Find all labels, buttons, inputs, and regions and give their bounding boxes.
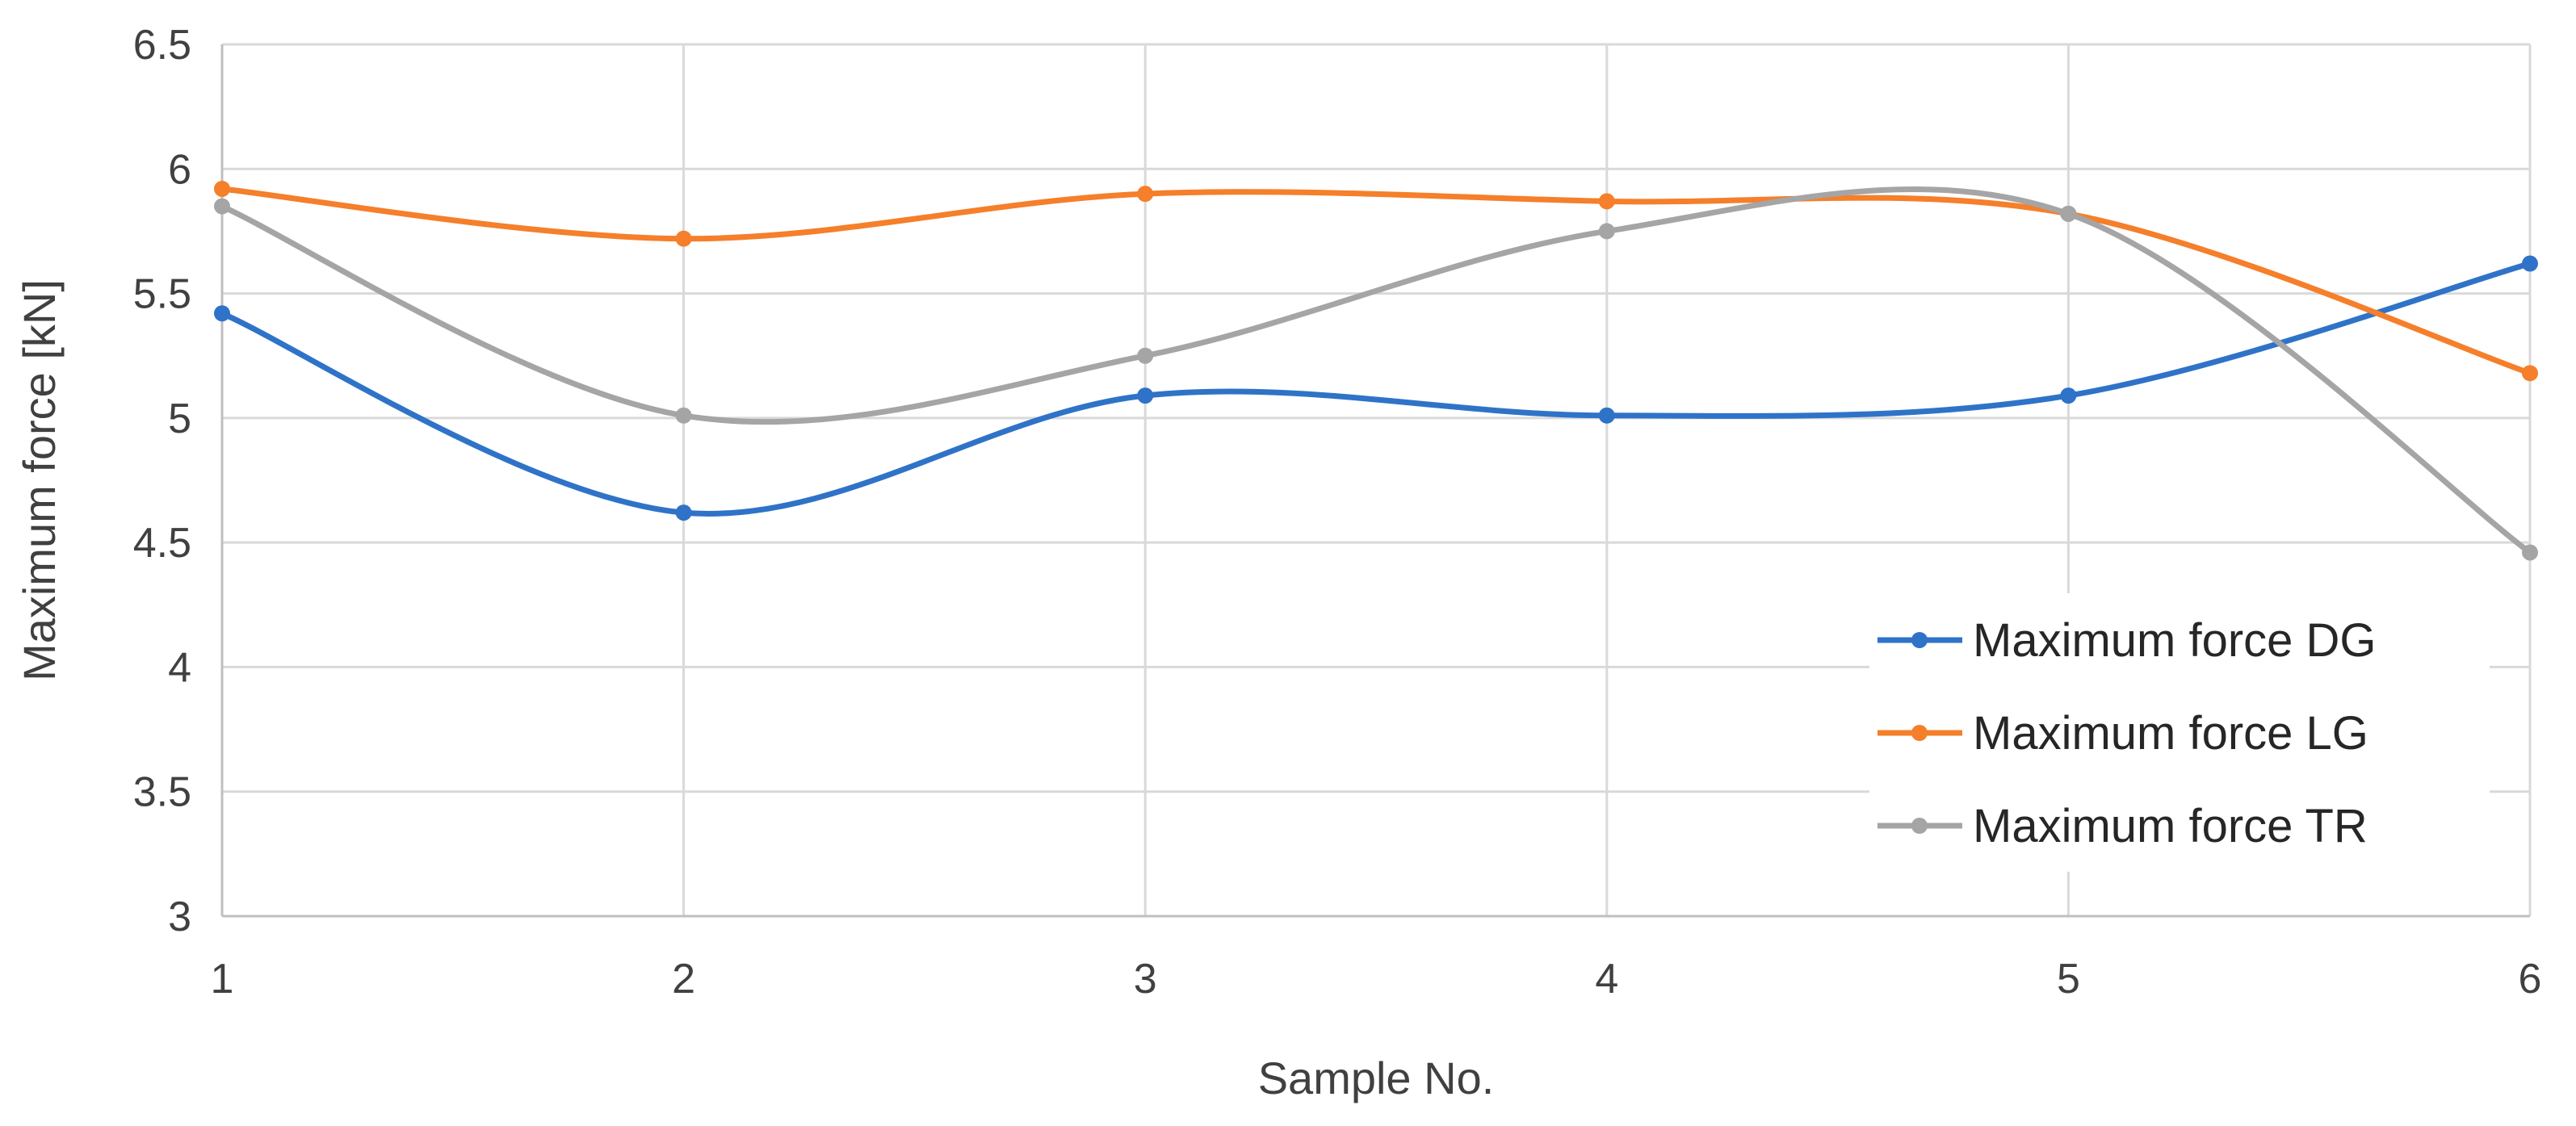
- x-tick-label: 6: [2519, 956, 2542, 1003]
- x-tick-label: 5: [2057, 956, 2080, 1003]
- data-point: [2522, 544, 2538, 561]
- y-tick-label: 4.5: [133, 520, 191, 567]
- y-tick-label: 3: [168, 894, 191, 940]
- series-line: [219, 186, 2533, 555]
- data-point: [214, 198, 230, 215]
- series-1: [214, 255, 2538, 521]
- data-point: [675, 407, 692, 424]
- legend-label: Maximum force LG: [1973, 707, 2368, 760]
- y-tick-label: 6: [168, 146, 191, 193]
- y-tick-label: 6.5: [133, 22, 191, 69]
- data-point: [1598, 407, 1615, 424]
- data-point: [1137, 186, 1154, 203]
- x-tick-label: 4: [1595, 956, 1618, 1003]
- data-point: [2060, 387, 2077, 404]
- legend-label: Maximum force TR: [1973, 800, 2368, 852]
- y-tick-label: 5: [168, 396, 191, 442]
- legend: Maximum force DG Maximum force LG Maximum …: [1869, 593, 2490, 872]
- legend-item: Maximum force LG: [1877, 707, 2368, 760]
- legend-swatch-marker: [1911, 725, 1928, 741]
- x-tick-label: 2: [672, 956, 695, 1003]
- data-point: [2522, 365, 2538, 382]
- series-line: [219, 186, 2533, 376]
- data-point: [675, 230, 692, 247]
- data-point: [1598, 223, 1615, 240]
- data-point: [2522, 255, 2538, 272]
- legend-box: [1869, 593, 2490, 872]
- legend-swatch-marker: [1911, 632, 1928, 648]
- axes: 3 3.5 4 4.5 5 5.5 6 6.5 1 2 3 4 5 6: [133, 22, 2542, 1003]
- y-tick-label: 4: [168, 644, 191, 691]
- y-tick-label: 5.5: [133, 271, 191, 318]
- data-point: [1137, 347, 1154, 364]
- x-axis-title: Sample No.: [1258, 1053, 1495, 1103]
- y-tick-label: 3.5: [133, 769, 191, 816]
- y-axis-title: Maximum force [kN]: [14, 279, 65, 681]
- data-point: [214, 180, 230, 197]
- legend-item: Maximum force TR: [1877, 800, 2368, 852]
- series-lines: [214, 180, 2538, 561]
- data-point: [1137, 387, 1154, 404]
- legend-item: Maximum force DG: [1877, 614, 2377, 667]
- series-2: [214, 180, 2538, 382]
- legend-label: Maximum force DG: [1973, 614, 2377, 667]
- x-tick-label: 1: [211, 956, 234, 1003]
- data-point: [675, 504, 692, 521]
- data-point: [214, 305, 230, 322]
- x-tick-label: 3: [1134, 956, 1157, 1003]
- data-point: [2060, 205, 2077, 222]
- series-line: [219, 261, 2533, 517]
- series-3: [214, 186, 2538, 561]
- legend-swatch-marker: [1911, 818, 1928, 834]
- data-point: [1598, 193, 1615, 210]
